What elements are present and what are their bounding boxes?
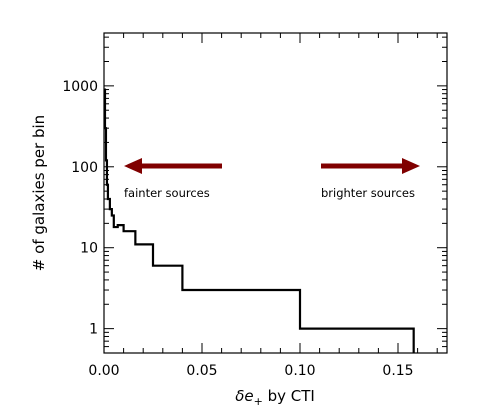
brighter-arrow xyxy=(321,158,420,174)
y-tick-label: 100 xyxy=(71,160,98,176)
y-tick-label: 10 xyxy=(80,241,98,257)
x-axis-label: δe+ by CTI xyxy=(235,387,315,408)
y-tick-label: 1 xyxy=(89,322,98,338)
plot-frame xyxy=(103,32,448,354)
fainter-sources-label: fainter sources xyxy=(124,186,210,200)
y-axis-label: # of galaxies per bin xyxy=(30,115,48,271)
y-tick-label: 1000 xyxy=(62,79,98,95)
axis-tick-labels: 0.00 0.05 0.10 0.15 1 10 100 1000 xyxy=(62,79,413,379)
x-tick-label: 0.05 xyxy=(186,363,217,379)
brighter-sources-label: brighter sources xyxy=(321,186,415,200)
axis-ticks xyxy=(103,33,447,354)
fainter-arrow xyxy=(124,158,222,174)
x-tick-label: 0.10 xyxy=(284,363,315,379)
x-tick-label: 0.00 xyxy=(88,363,119,379)
x-tick-label: 0.15 xyxy=(382,363,413,379)
histogram-step-line xyxy=(103,88,415,353)
